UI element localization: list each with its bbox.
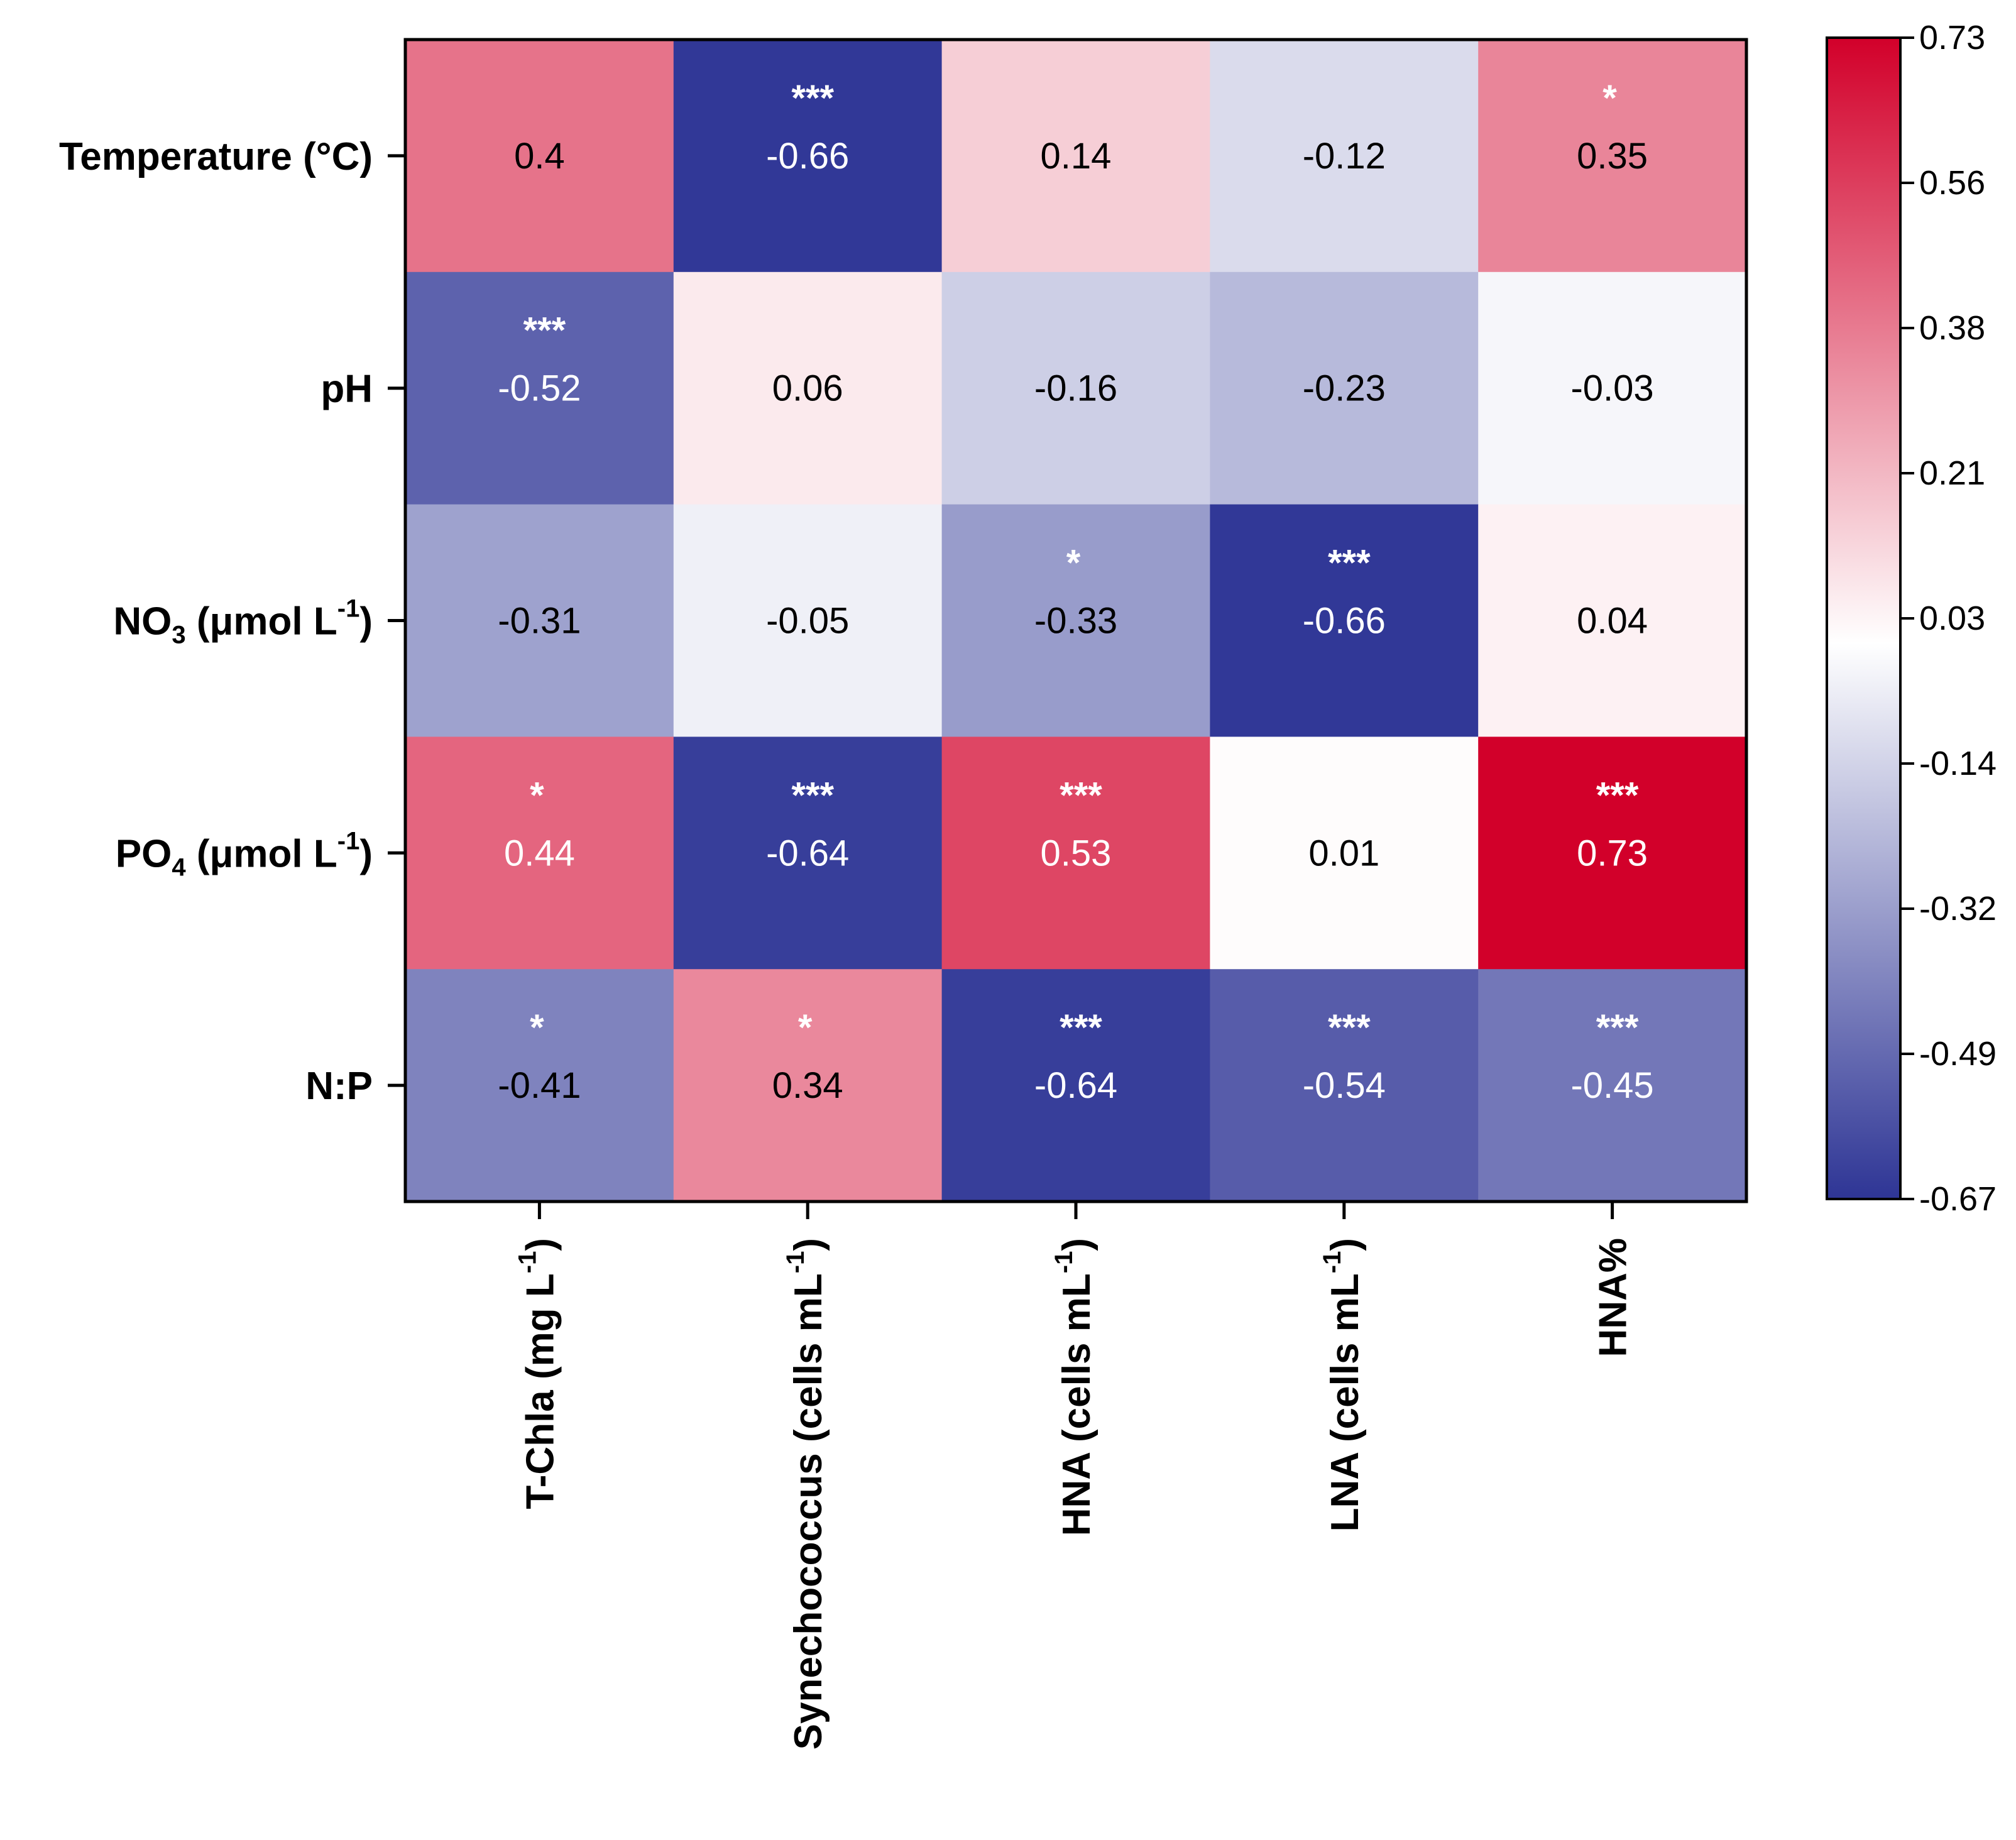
cell-value-label: -0.41 [498, 1065, 581, 1106]
column-axis: T-Chla (mg L-1) Synechococcus (cells mL-1… [513, 1202, 1635, 1750]
colorbar-tick-label: -0.67 [1919, 1180, 1997, 1218]
significance-marker: * [1066, 543, 1081, 584]
cell-value-label: 0.4 [514, 136, 565, 177]
colorbar-tick-label: 0.21 [1919, 454, 1985, 492]
column-label: HNA (cells mL-1) [1050, 1238, 1098, 1536]
cell-value-label: 0.53 [1041, 833, 1112, 873]
heatmap-cell [1478, 969, 1747, 1202]
cell-value-label: 0.73 [1577, 833, 1648, 873]
heatmap-cell [1210, 40, 1479, 273]
heatmap-cell [1478, 271, 1747, 505]
cell-value-label: 0.06 [772, 368, 843, 409]
cell-value-label: 0.34 [772, 1065, 843, 1106]
row-label: NO3 (μmol L-1) [113, 595, 373, 649]
colorbar-tick-label: -0.49 [1919, 1035, 1997, 1073]
heatmap-cell [673, 969, 943, 1202]
heatmap-cell [941, 737, 1210, 970]
cell-value-label: -0.52 [498, 368, 581, 409]
cell-value-label: 0.35 [1577, 136, 1648, 177]
row-label: PO4 (μmol L-1) [116, 827, 373, 881]
cell-value-label: -0.23 [1303, 368, 1386, 409]
heatmap-cell [1210, 737, 1479, 970]
significance-marker: * [530, 1007, 544, 1048]
cell-value-label: 0.44 [504, 833, 575, 873]
heatmap-cell [673, 40, 943, 273]
cell-value-label: 0.01 [1308, 833, 1379, 873]
heatmap-cell [1210, 504, 1479, 737]
heatmap-cell [941, 969, 1210, 1202]
heatmap-cell [1210, 271, 1479, 505]
cell-value-label: -0.64 [1034, 1065, 1117, 1106]
cell-value-label: -0.66 [1303, 601, 1386, 642]
significance-marker: *** [523, 310, 566, 351]
heatmap-cell [941, 271, 1210, 505]
significance-marker: *** [1060, 775, 1102, 816]
colorbar-tick-label: 0.56 [1919, 164, 1985, 202]
column-label: LNA (cells mL-1) [1318, 1238, 1367, 1531]
column-label: Synechococcus (cells mL-1) [782, 1238, 830, 1750]
heatmap-cell [405, 504, 674, 737]
cell-value-label: -0.64 [766, 833, 849, 873]
heatmap-cell [405, 737, 674, 970]
heatmap-cell [405, 969, 674, 1202]
significance-marker: * [1602, 78, 1617, 119]
significance-marker: *** [791, 78, 834, 119]
significance-marker: * [798, 1007, 813, 1048]
colorbar-tick-label: -0.14 [1919, 745, 1997, 782]
colorbar-tick-label: 0.73 [1919, 19, 1985, 57]
cell-value-label: -0.45 [1570, 1065, 1653, 1106]
cell-value-label: -0.54 [1303, 1065, 1386, 1106]
heatmap-cell [941, 40, 1210, 273]
colorbar: 0.73 0.56 0.38 0.21 0.03 -0.14 -0.32 -0.49 -0.67 [1826, 19, 1997, 1218]
heatmap-cell [673, 504, 943, 737]
cell-value-label: -0.66 [766, 136, 849, 177]
significance-marker: *** [791, 775, 834, 816]
cell-value-label: -0.33 [1034, 601, 1117, 642]
colorbar-tick-label: 0.03 [1919, 600, 1985, 637]
cell-value-label: 0.14 [1041, 136, 1112, 177]
row-label: Temperature (°C) [59, 135, 373, 178]
heatmap-cell [1478, 40, 1747, 273]
heatmap-cell [1478, 504, 1747, 737]
significance-marker: * [530, 775, 544, 816]
heatmap-cells: 0.4 -0.66***0.14 -0.12 0.35*-0.52***0.06 -0.… [405, 40, 1747, 1202]
heatmap-cell [673, 737, 943, 970]
cell-value-label: -0.31 [498, 601, 581, 642]
heatmap-cell [405, 271, 674, 505]
significance-marker: *** [1328, 1007, 1371, 1048]
heatmap-cell [941, 504, 1210, 737]
significance-marker: *** [1060, 1007, 1102, 1048]
colorbar-tick-label: -0.32 [1919, 890, 1997, 928]
heatmap-cell [673, 271, 943, 505]
row-axis: Temperature (°C) pH NO3 (μmol L-1) PO4 (μmo… [59, 135, 405, 1108]
heatmap-cell [1210, 969, 1479, 1202]
row-label: pH [320, 368, 373, 411]
significance-marker: *** [1596, 1007, 1639, 1048]
significance-marker: *** [1328, 543, 1371, 584]
cell-value-label: -0.03 [1570, 368, 1653, 409]
heatmap-cell [1478, 737, 1747, 970]
significance-marker: *** [1596, 775, 1639, 816]
cell-value-label: 0.04 [1577, 601, 1648, 642]
cell-value-label: -0.16 [1034, 368, 1117, 409]
column-label: T-Chla (mg L-1) [513, 1238, 562, 1509]
colorbar-gradient [1826, 36, 1902, 1200]
heatmap-cell [405, 40, 674, 273]
column-label: HNA% [1592, 1238, 1635, 1357]
row-label: N:P [305, 1065, 373, 1108]
colorbar-tick-label: 0.38 [1919, 309, 1985, 347]
cell-value-label: -0.12 [1303, 136, 1386, 177]
cell-value-label: -0.05 [766, 601, 849, 642]
